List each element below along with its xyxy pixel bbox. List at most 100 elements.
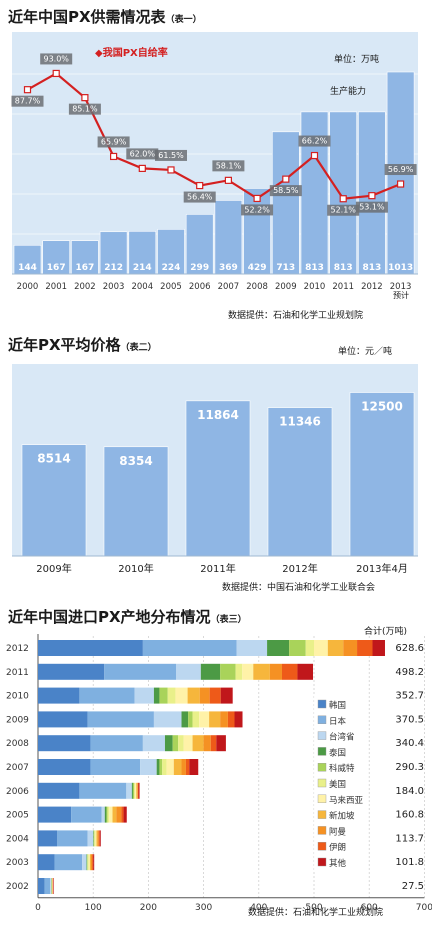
- imports-segment: [185, 759, 190, 775]
- capacity-bar: [214, 200, 243, 275]
- imports-segment: [104, 663, 176, 680]
- imports-segment: [220, 711, 228, 728]
- imports-segment: [79, 687, 135, 704]
- price-section: 近年PX平均价格（表二） 单位：元／吨 8514 2009年 8354 2010年 11…: [0, 330, 432, 600]
- imports-title: 近年中国进口PX产地分布情况（表三）: [8, 608, 247, 626]
- year-tick-label: 2013: [390, 282, 412, 292]
- imports-total-label: 290.3: [395, 762, 424, 773]
- imports-segment: [164, 735, 173, 752]
- imports-x-tick-label: 500: [305, 903, 322, 913]
- imports-x-tick-label: 200: [140, 903, 157, 913]
- imports-segment: [192, 735, 204, 752]
- imports-legend-swatch: [317, 699, 327, 709]
- imports-segment: [82, 854, 87, 871]
- imports-segment: [90, 735, 143, 752]
- price-chart: 8514 2009年 8354 2010年 11864 2011年 11346 2012年 12…: [12, 392, 418, 575]
- imports-segment: [94, 830, 96, 847]
- rate-label-bg: [97, 136, 130, 148]
- imports-segment: [220, 663, 236, 680]
- rate-label-bg: [355, 201, 388, 213]
- imports-segment: [176, 663, 201, 680]
- imports-segment: [181, 711, 189, 728]
- imports-legend-swatch: [317, 857, 327, 867]
- imports-total-label: 101.8: [395, 857, 424, 868]
- capacity-value-label: 813: [363, 263, 382, 273]
- rate-point: [109, 152, 118, 161]
- imports-segment: [183, 735, 193, 752]
- year-tick-label: 2008: [246, 282, 268, 292]
- imports-segment: [90, 854, 93, 871]
- imports-total-label: 340.4: [395, 738, 424, 749]
- imports-segment: [38, 830, 58, 847]
- imports-segment: [86, 854, 88, 871]
- imports-segment: [137, 782, 138, 799]
- imports-segment: [95, 830, 97, 847]
- imports-segment: [123, 806, 127, 823]
- imports-segment: [38, 711, 88, 728]
- imports-legend-label: 其他: [329, 858, 347, 869]
- imports-segment: [253, 663, 270, 680]
- rate-legend-marker-icon: ◆: [95, 48, 103, 59]
- imports-segment: [92, 854, 94, 871]
- imports-segment: [126, 782, 132, 799]
- imports-x-tick-label: 400: [250, 903, 267, 913]
- imports-segment: [131, 782, 133, 799]
- imports-segment: [173, 759, 182, 775]
- rate-label-bg: [241, 204, 274, 216]
- rate-value-label: 58.5%: [273, 186, 299, 195]
- imports-segment: [96, 830, 98, 847]
- price-bar: [103, 446, 169, 557]
- imports-total-label: 352.7: [395, 691, 424, 702]
- imports-segment: [38, 782, 80, 799]
- imports-legend-label: 美国: [329, 779, 346, 790]
- price-source: 数据提供：中国石油和化学工业联合会: [222, 583, 376, 593]
- capacity-bar: [329, 111, 358, 275]
- imports-segment: [138, 782, 140, 799]
- imports-segment: [210, 735, 217, 752]
- imports-segment: [121, 806, 124, 823]
- year-tick-label: 2011: [332, 282, 354, 292]
- imports-legend-swatch: [317, 762, 327, 772]
- imports-total-label: 113.7: [395, 833, 424, 844]
- rate-point: [224, 176, 232, 184]
- price-category-label: 2013年4月: [356, 562, 408, 575]
- rate-value-label: 56.4%: [187, 193, 213, 202]
- imports-segment: [99, 830, 101, 847]
- rate-value-label: 87.7%: [15, 97, 41, 106]
- rate-value-label: 52.2%: [244, 205, 270, 214]
- capacity-bar: [42, 240, 71, 275]
- imports-segment: [132, 782, 135, 799]
- imports-segment: [98, 830, 100, 847]
- imports-legend-swatch: [317, 731, 327, 740]
- imports-segment: [235, 663, 243, 680]
- imports-segment: [153, 711, 182, 728]
- imports-segment: [44, 878, 51, 894]
- capacity-bar: [185, 214, 214, 275]
- imports-x-tick-label: 0: [35, 903, 41, 913]
- imports-segment: [116, 806, 122, 823]
- imports-segment: [167, 687, 176, 704]
- rate-point: [81, 94, 89, 102]
- imports-segment: [87, 711, 154, 728]
- imports-segment: [142, 640, 237, 656]
- imports-legend-label: 马来西亚: [329, 796, 364, 806]
- imports-segment: [88, 854, 90, 871]
- imports-year-label: 2006: [6, 787, 29, 797]
- imports-segment: [38, 759, 91, 775]
- imports-segment: [178, 735, 184, 752]
- imports-year-label: 2008: [6, 739, 29, 749]
- imports-segment: [87, 830, 94, 847]
- imports-segment: [109, 806, 113, 823]
- capacity-bar: [243, 188, 271, 275]
- rate-point: [52, 69, 60, 78]
- imports-segment: [90, 759, 141, 775]
- imports-legend-label: 日本: [329, 716, 347, 727]
- imports-total-label: 160.8: [395, 810, 424, 821]
- imports-segment: [38, 687, 80, 704]
- year-tick-label: 2006: [189, 282, 211, 292]
- imports-segment: [97, 830, 99, 847]
- supply-title: 近年中国PX供需情况表（表一）: [8, 8, 202, 26]
- imports-segment: [153, 687, 160, 704]
- imports-segment: [93, 830, 95, 847]
- capacity-value-label: 813: [305, 263, 324, 273]
